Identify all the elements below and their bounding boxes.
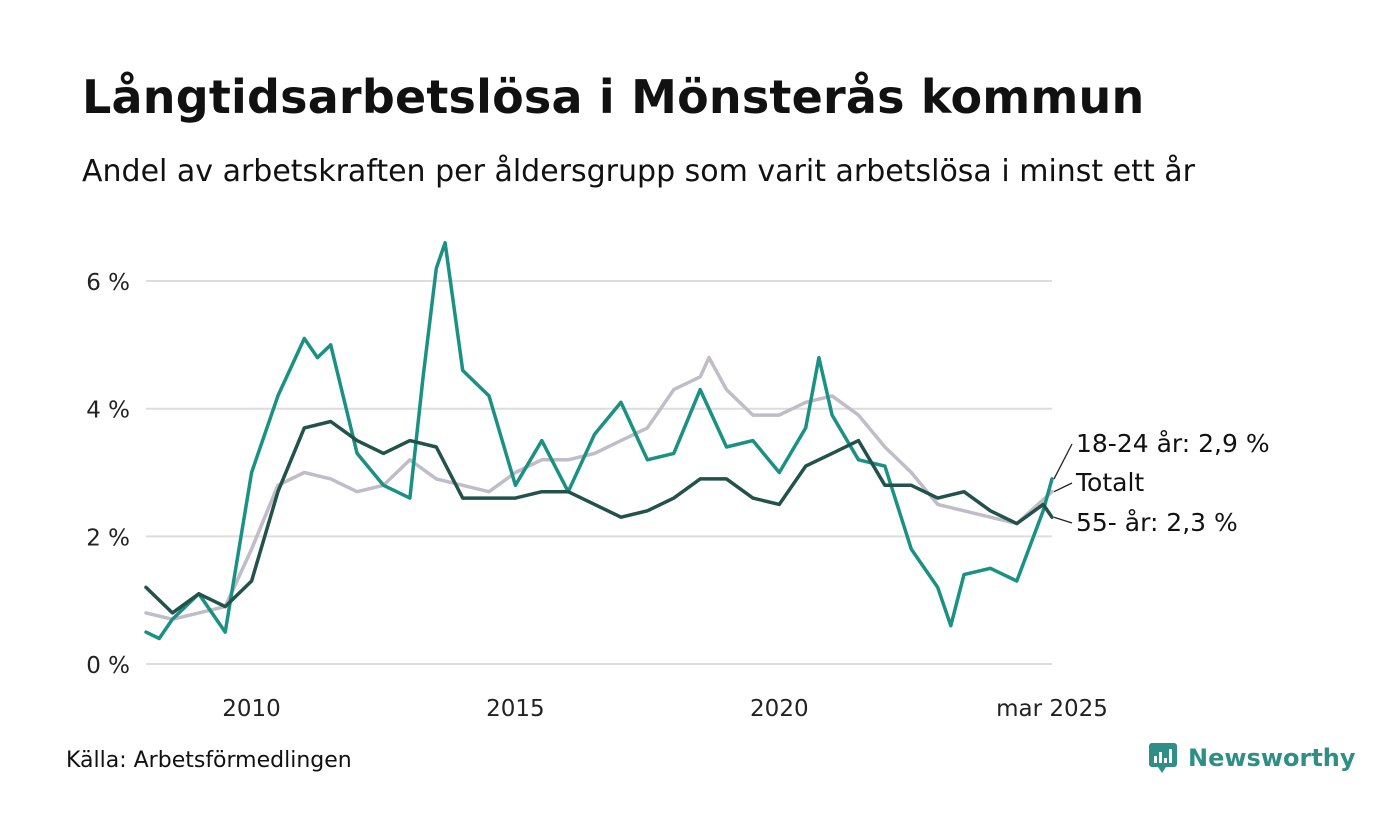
label-leader-line — [1053, 443, 1073, 480]
label-leader-line — [1053, 516, 1073, 524]
series-end-label: Totalt — [1075, 468, 1144, 497]
x-axis-ticks: 2010 2015 2020 mar 2025 — [222, 696, 1108, 720]
brand-logo: Newsworthy — [1148, 742, 1356, 774]
line-chart: 0 % 2 % 4 % 6 % 2010 2015 2020 mar 2025 18-24 … — [86, 241, 1270, 720]
source-note: Källa: Arbetsförmedlingen — [66, 748, 352, 773]
x-tick-label: 2010 — [222, 696, 281, 720]
x-tick-label: 2020 — [750, 696, 809, 720]
y-tick-label: 2 % — [86, 525, 130, 551]
newsworthy-logo-icon — [1149, 743, 1177, 773]
y-tick-label: 4 % — [86, 398, 130, 424]
chart-subtitle: Andel av arbetskraften per åldersgrupp s… — [82, 154, 1195, 189]
series-end-label: 55- år: 2,3 % — [1076, 508, 1238, 537]
chart-title: Långtidsarbetslösa i Mönsterås kommun — [82, 70, 1145, 124]
series-end-label: 18-24 år: 2,9 % — [1076, 429, 1270, 458]
grid-lines — [146, 280, 1052, 665]
label-leader-line — [1053, 482, 1073, 493]
series-line-totalt — [144, 355, 1054, 622]
y-tick-label: 0 % — [86, 653, 130, 679]
y-tick-label: 6 % — [86, 270, 130, 296]
series-lines — [144, 241, 1054, 641]
series-line-18-24-r — [144, 241, 1054, 641]
x-tick-label: mar 2025 — [996, 696, 1108, 720]
brand-name: Newsworthy — [1188, 744, 1356, 772]
series-line-55-r — [144, 419, 1054, 615]
y-axis-ticks: 0 % 2 % 4 % 6 % — [86, 270, 130, 679]
series-end-labels: 18-24 år: 2,9 % Totalt 55- år: 2,3 % — [1053, 429, 1270, 537]
x-tick-label: 2015 — [486, 696, 545, 720]
